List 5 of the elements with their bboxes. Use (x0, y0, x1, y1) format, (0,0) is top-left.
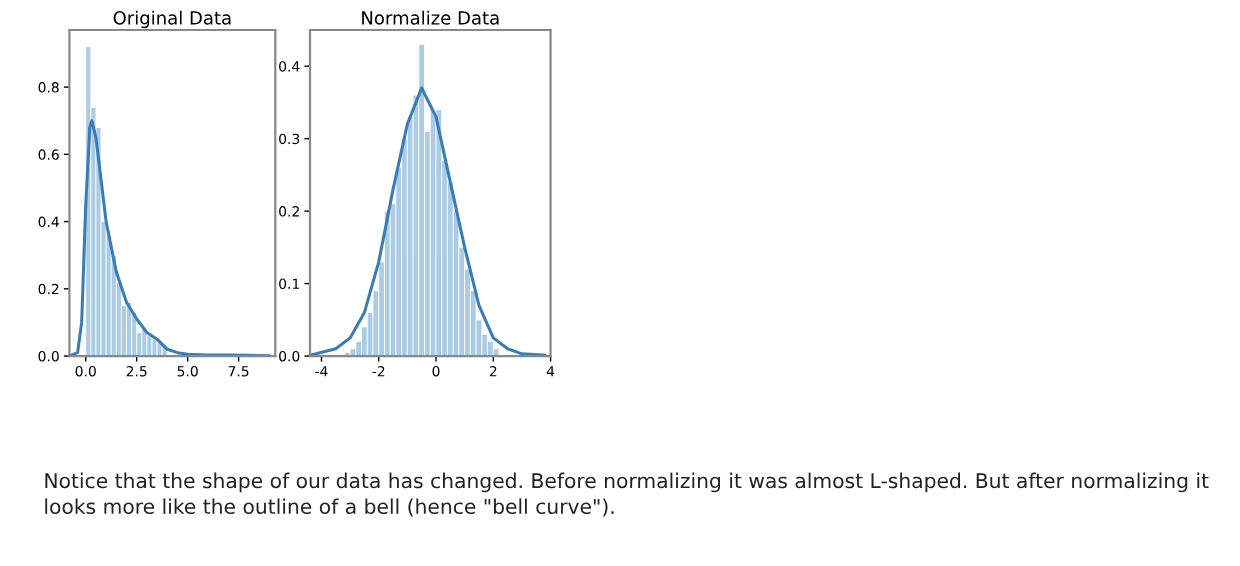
chart-title: Normalize Data (362, 10, 499, 25)
text: Notice that the shape of our data has changed. Before normalizing it was almost L-shaped. But after normalizing it looks more like the outline of a bell (hence "bell curve"). (45, 472, 1209, 517)
line-series (310, 86, 547, 357)
line-series (69, 119, 271, 357)
chart-title: Original Data (113, 10, 231, 29)
